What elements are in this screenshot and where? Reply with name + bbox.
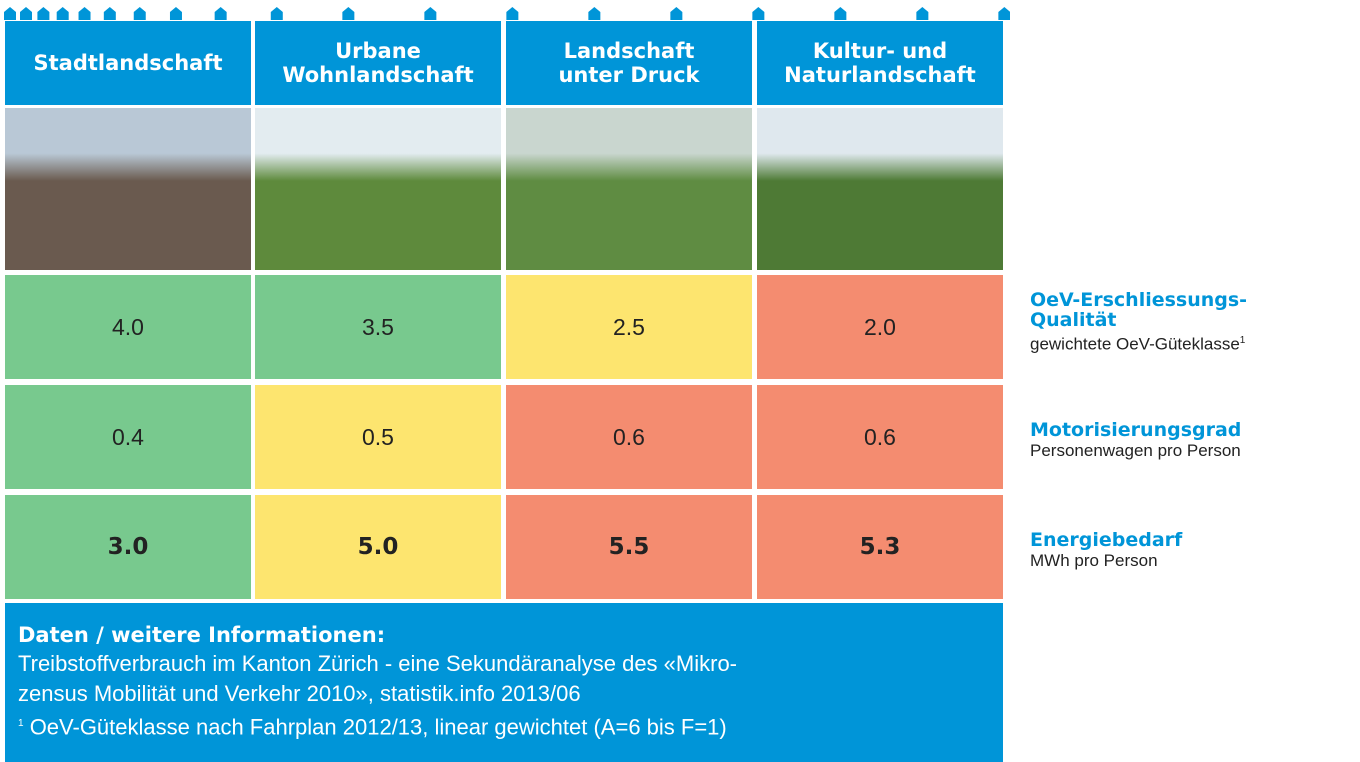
row-subtitle: MWh pro Person — [1030, 550, 1360, 572]
house-row — [0, 0, 1010, 22]
house-icon — [79, 7, 91, 20]
header-line: Landschaft — [506, 39, 752, 63]
row-subtitle-text: gewichtete OeV-Güteklasse — [1030, 335, 1240, 354]
house-icon — [670, 7, 682, 20]
header-line: Urbane — [255, 39, 501, 63]
row-title: Energiebedarf — [1030, 530, 1360, 550]
photo — [757, 108, 1003, 270]
column-header: Stadtlandschaft — [5, 21, 251, 105]
header-line: Naturlandschaft — [757, 63, 1003, 87]
house-icon — [916, 7, 928, 20]
header-line: Kultur- und — [757, 39, 1003, 63]
header-line: unter Druck — [506, 63, 752, 87]
value-cell: 0.4 — [5, 385, 251, 489]
footer-line: Treibstoffverbrauch im Kanton Zürich - e… — [18, 649, 1003, 679]
house-icon — [20, 7, 32, 20]
row-title: Qualität — [1030, 310, 1360, 330]
row-title: OeV-Erschliessungs- — [1030, 290, 1360, 310]
value-cell: 5.5 — [506, 495, 752, 599]
header-line: Wohnlandschaft — [255, 63, 501, 87]
house-icon — [134, 7, 146, 20]
photo — [255, 108, 501, 270]
house-icon — [834, 7, 846, 20]
house-icon — [170, 7, 182, 20]
footer-title: Daten / weitere Informationen: — [18, 621, 1003, 649]
house-icon — [424, 7, 436, 20]
house-icon — [588, 7, 600, 20]
house-icon — [104, 7, 116, 20]
value-cell: 5.3 — [757, 495, 1003, 599]
row-title: Motorisierungsgrad — [1030, 420, 1360, 440]
value-cell: 2.5 — [506, 275, 752, 379]
footnote-mark: 1 — [1240, 335, 1246, 346]
house-icon — [57, 7, 69, 20]
value-cell: 4.0 — [5, 275, 251, 379]
value-cell: 2.0 — [757, 275, 1003, 379]
row-subtitle-text: Personenwagen pro Person — [1030, 441, 1241, 460]
house-icon — [215, 7, 227, 20]
footnote-mark: 1 — [18, 718, 24, 729]
value-cell: 0.6 — [757, 385, 1003, 489]
value-cell: 3.5 — [255, 275, 501, 379]
footnote: 1 OeV-Güteklasse nach Fahrplan 2012/13, … — [18, 709, 1003, 742]
house-icon — [271, 7, 283, 20]
value-cell: 0.6 — [506, 385, 752, 489]
photo — [5, 108, 251, 270]
row-subtitle: gewichtete OeV-Güteklasse1 — [1030, 330, 1360, 356]
header-line: Stadtlandschaft — [5, 51, 251, 75]
house-icon — [37, 7, 49, 20]
house-icon — [998, 7, 1010, 20]
house-icon — [4, 7, 16, 20]
footer-line: zensus Mobilität und Verkehr 2010», stat… — [18, 679, 1003, 709]
row-subtitle-text: MWh pro Person — [1030, 551, 1158, 570]
footer: Daten / weitere Informationen: Treibstof… — [5, 603, 1003, 762]
house-icon — [752, 7, 764, 20]
value-cell: 5.0 — [255, 495, 501, 599]
row-subtitle: Personenwagen pro Person — [1030, 440, 1360, 462]
photo — [506, 108, 752, 270]
footnote-text: OeV-Güteklasse nach Fahrplan 2012/13, li… — [30, 714, 727, 739]
infographic: Daten / weitere Informationen: Treibstof… — [0, 0, 1360, 762]
value-cell: 0.5 — [255, 385, 501, 489]
value-cell: 3.0 — [5, 495, 251, 599]
house-icon — [342, 7, 354, 20]
house-icon — [506, 7, 518, 20]
